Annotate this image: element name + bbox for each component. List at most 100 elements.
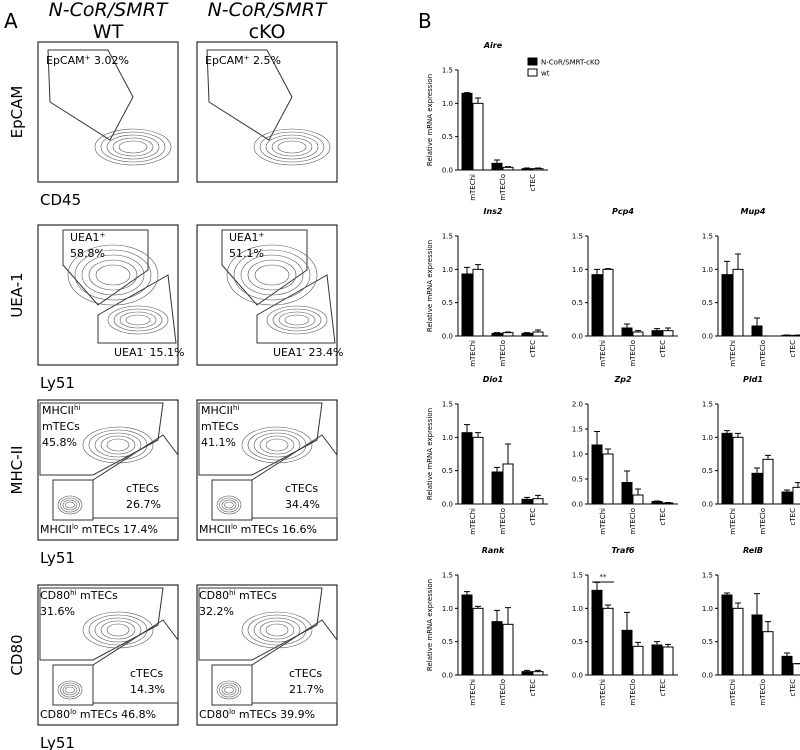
column-header: N-CoR/SMRT <box>208 0 328 21</box>
y-tick-label: 1.5 <box>702 401 713 409</box>
x-tick-label: mTEClo <box>759 508 767 535</box>
bar <box>662 502 674 505</box>
x-tick-label: mTEClo <box>499 340 507 367</box>
y-axis-label: Relative mRNA expression <box>426 408 434 500</box>
bar <box>781 491 793 505</box>
x-tick-label: mTEChi <box>729 679 737 706</box>
error-bar <box>535 329 541 332</box>
bar <box>621 327 633 337</box>
y-tick-label: 0.0 <box>572 672 583 680</box>
bar <box>662 330 674 337</box>
y-axis-label: Relative mRNA expression <box>426 74 434 166</box>
gate-label: CD80lo mTECs 46.8% <box>40 708 156 721</box>
bar <box>502 463 514 505</box>
chart-title: Mup4 <box>741 207 766 216</box>
gate-text: mTECs 39.9% <box>235 708 315 721</box>
y-tick-label: 0.5 <box>442 133 453 141</box>
contour <box>224 686 234 694</box>
gate-outline <box>52 664 94 706</box>
contour <box>226 244 318 306</box>
error-bar <box>765 621 771 632</box>
gate-outline <box>221 229 308 306</box>
error-bar <box>494 609 500 622</box>
contour <box>259 620 295 640</box>
chart-title: Ins2 <box>484 207 503 216</box>
gate-text: 26.7% <box>126 498 161 511</box>
bar <box>461 92 473 171</box>
contour <box>106 134 160 160</box>
error-bar <box>635 641 641 647</box>
y-tick-label: 1.5 <box>572 233 583 241</box>
bar <box>472 268 484 337</box>
error-bar <box>724 592 730 595</box>
y-tick-label: 1.0 <box>572 266 583 274</box>
error-bar <box>524 669 530 672</box>
gate-superscript: + <box>244 54 250 62</box>
gate-text: CD80 <box>199 708 229 721</box>
gate-text: 14.3% <box>130 683 165 696</box>
y-tick-label: 1.0 <box>702 605 713 613</box>
x-tick-label: mTEClo <box>499 174 507 201</box>
contour <box>125 314 151 326</box>
error-bar <box>475 97 481 104</box>
error-bar <box>464 424 470 433</box>
gate-text: mTECs 46.8% <box>76 708 156 721</box>
error-bar <box>605 448 611 454</box>
error-bar <box>724 430 730 434</box>
gate-outline <box>39 587 164 661</box>
gate-label: UEA1+ <box>70 231 106 244</box>
contour <box>119 311 157 329</box>
bar <box>602 607 614 676</box>
gate-superscript: lo <box>72 523 78 531</box>
contour <box>67 244 159 306</box>
x-axis-label: Ly51 <box>40 549 75 567</box>
bar <box>732 268 744 337</box>
annotation: ** <box>600 573 608 581</box>
x-tick-label: mTEChi <box>469 174 477 201</box>
gate-label: cTECs <box>289 667 322 680</box>
y-axis-label: Relative mRNA expression <box>426 579 434 671</box>
gate-label: mTECs <box>42 420 80 433</box>
bar <box>532 671 544 676</box>
y-tick-label: 1.0 <box>702 266 713 274</box>
gate-text: MHCII <box>40 523 72 536</box>
gate-label: cTECs <box>285 482 318 495</box>
bar <box>751 614 763 676</box>
contour <box>82 611 154 649</box>
contour <box>278 311 316 329</box>
gate-text: mTECs 17.4% <box>78 523 158 536</box>
bar <box>721 432 733 505</box>
gate-text: UEA1 <box>114 346 144 359</box>
bar <box>632 331 644 337</box>
bar <box>591 274 603 337</box>
x-tick-label: cTEC <box>659 508 667 526</box>
gate-superscript: + <box>100 231 106 239</box>
contour <box>284 314 310 326</box>
contour <box>60 497 80 513</box>
gate-label: CD80hi mTECs <box>199 589 277 602</box>
bar <box>602 268 614 337</box>
bar <box>521 332 533 337</box>
bar <box>472 102 484 171</box>
error-bar <box>624 470 630 483</box>
x-axis-label: Ly51 <box>40 734 75 750</box>
error-bar <box>494 466 500 472</box>
x-tick-label: mTEChi <box>729 508 737 535</box>
panel-label: B <box>418 9 432 33</box>
gate-superscript: hi <box>70 589 76 597</box>
gate-outline <box>47 49 134 141</box>
gate-text: CD80 <box>40 708 70 721</box>
bar <box>461 432 473 505</box>
error-bar <box>605 604 611 609</box>
y-tick-label: 1.5 <box>572 572 583 580</box>
bar <box>781 655 793 676</box>
bar <box>472 607 484 676</box>
gate-label: EpCAM+ 2.5% <box>205 54 281 67</box>
y-tick-label: 1.0 <box>442 434 453 442</box>
gate-text: UEA1 <box>70 231 100 244</box>
gate-text: 45.8% <box>42 436 77 449</box>
contour <box>259 435 295 455</box>
contour <box>60 682 80 698</box>
contour <box>240 254 304 296</box>
